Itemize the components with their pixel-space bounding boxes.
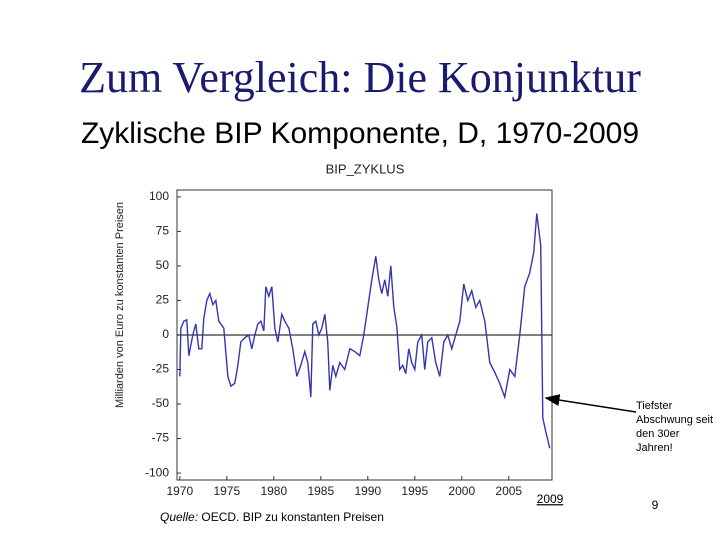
y-tick-label: -25 xyxy=(152,362,170,376)
x-tick-label: 1995 xyxy=(401,484,428,498)
source-text: OECD. BIP zu konstanten Preisen xyxy=(198,510,384,524)
y-axis-label: Milliarden von Euro zu konstanten Preise… xyxy=(114,202,126,408)
slide-title: Zum Vergleich: Die Konjunktur xyxy=(79,53,641,102)
y-tick-label: 50 xyxy=(156,258,170,272)
x-tick-label: 2005 xyxy=(495,484,522,498)
y-tick-label: -75 xyxy=(152,431,170,445)
x-tick-label: 1975 xyxy=(213,484,240,498)
annotation-line: Tiefster xyxy=(636,400,673,412)
data-line xyxy=(179,213,551,449)
y-tick-label: 0 xyxy=(162,327,169,341)
x-tick-label: 1970 xyxy=(166,484,193,498)
source: Quelle: OECD. BIP zu konstanten Preisen xyxy=(160,510,384,524)
annotation-line: Abschwung seit xyxy=(636,414,713,426)
source-label: Quelle: xyxy=(160,510,198,524)
y-tick-label: 25 xyxy=(156,293,170,307)
chart-title: BIP_ZYKLUS xyxy=(326,161,405,176)
annotation-line: Jahren! xyxy=(636,442,673,454)
y-tick-label: 100 xyxy=(149,189,169,203)
x-tick-label: 1985 xyxy=(307,484,334,498)
page-number: 9 xyxy=(652,498,659,512)
year-note: 2009 xyxy=(537,492,564,506)
annotation: Tiefster Abschwung seit den 30er Jahren! xyxy=(636,400,713,454)
y-tick-label: 75 xyxy=(156,224,170,238)
x-tick-label: 1990 xyxy=(354,484,381,498)
annotation-line: den 30er xyxy=(636,428,680,440)
y-tick-label: -50 xyxy=(152,396,170,410)
slide-subtitle: Zyklische BIP Komponente, D, 1970-2009 xyxy=(81,117,639,150)
y-tick-label: -100 xyxy=(145,465,169,479)
x-tick-label: 2000 xyxy=(448,484,475,498)
x-tick-label: 1980 xyxy=(260,484,287,498)
annotation-arrow xyxy=(544,394,637,413)
